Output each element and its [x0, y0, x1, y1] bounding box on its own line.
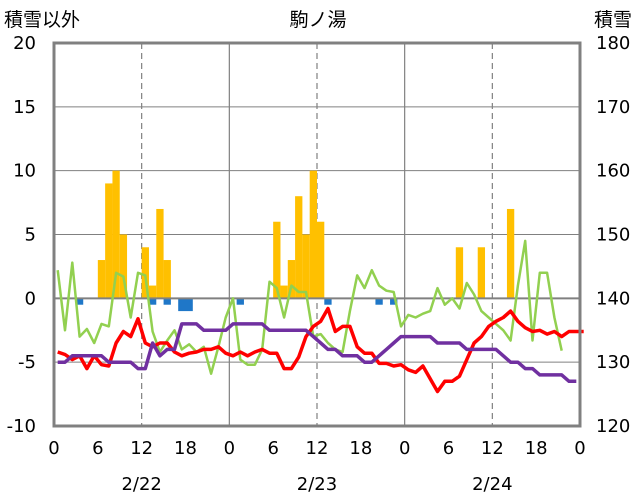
- bar: [75, 298, 84, 305]
- bar: [148, 285, 157, 299]
- right-axis-label: 積雪: [594, 9, 632, 31]
- bar: [287, 260, 296, 299]
- bar: [506, 208, 515, 299]
- x-tick-label: 6: [443, 438, 454, 459]
- x-tick-label: 12: [130, 438, 153, 459]
- bar: [97, 260, 106, 299]
- y-tick-label: -5: [18, 352, 36, 373]
- bar: [317, 221, 325, 299]
- x-tick-label: 18: [349, 438, 372, 459]
- y-tick-label: 0: [25, 288, 36, 309]
- bar: [148, 298, 157, 305]
- x-tick-label: 0: [224, 438, 235, 459]
- y2-tick-label: 170: [596, 97, 630, 118]
- bar-series-layer: [75, 170, 515, 312]
- x-day-label: 2/23: [297, 474, 337, 495]
- bar: [163, 298, 171, 305]
- bar: [119, 234, 128, 299]
- left-axis-label: 積雪以外: [4, 9, 80, 31]
- plot-frame: [52, 41, 582, 428]
- bar: [390, 298, 398, 305]
- bar: [309, 170, 317, 299]
- x-tick-label: 18: [174, 438, 197, 459]
- y-tick-label: 15: [13, 97, 36, 118]
- y-tick-label: 5: [25, 225, 36, 246]
- series-line: [56, 239, 563, 375]
- bar: [156, 208, 164, 299]
- y2-tick-label: 150: [596, 225, 630, 246]
- bar: [375, 298, 383, 305]
- x-tick-label: 12: [481, 438, 504, 459]
- bar: [163, 260, 171, 299]
- y-tick-label: 20: [13, 33, 36, 54]
- x-tick-label: 6: [267, 438, 278, 459]
- bar: [273, 221, 281, 299]
- y2-tick-label: 180: [596, 33, 630, 54]
- y-tick-label: 10: [13, 161, 36, 182]
- chart-title: 駒ノ湯: [289, 9, 346, 31]
- x-day-label: 2/22: [121, 474, 161, 495]
- x-tick-label: 12: [306, 438, 329, 459]
- y2-tick-label: 160: [596, 161, 630, 182]
- bar: [295, 196, 303, 299]
- series-line: [57, 322, 577, 384]
- bar: [185, 298, 193, 312]
- bar: [112, 170, 120, 299]
- y-tick-label: -10: [7, 416, 36, 437]
- bar: [324, 298, 332, 305]
- y2-tick-label: 140: [596, 288, 630, 309]
- bar: [236, 298, 244, 305]
- x-tick-label: 0: [574, 438, 585, 459]
- x-tick-label: 18: [525, 438, 548, 459]
- x-day-label: 2/24: [472, 474, 512, 495]
- bar: [280, 285, 288, 299]
- bar: [178, 298, 186, 312]
- bar: [455, 247, 464, 299]
- bar: [302, 234, 310, 299]
- x-tick-label: 0: [48, 438, 59, 459]
- series-line: [57, 306, 584, 394]
- y2-tick-label: 120: [596, 416, 630, 437]
- line-series-layer: [56, 239, 584, 394]
- bar: [477, 247, 486, 299]
- y2-tick-label: 130: [596, 352, 630, 373]
- x-tick-label: 6: [92, 438, 103, 459]
- bar: [105, 183, 113, 299]
- x-tick-label: 0: [399, 438, 410, 459]
- bar: [141, 247, 149, 299]
